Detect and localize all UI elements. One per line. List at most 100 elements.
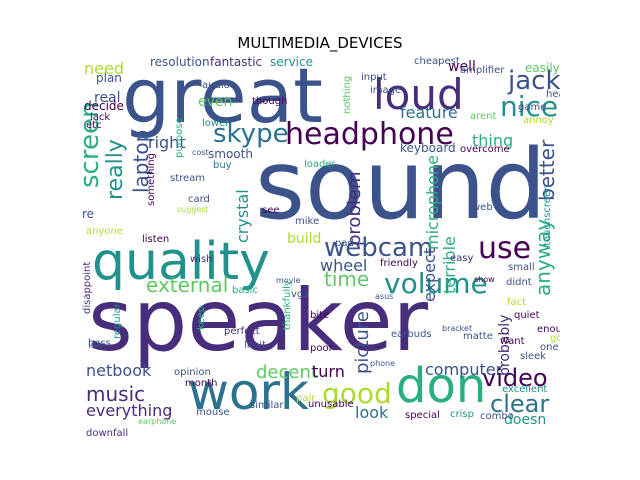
word-good: good: [322, 377, 392, 410]
word-everything: everything: [86, 401, 172, 420]
word-opinion: opinion: [174, 367, 211, 378]
word-disappoint: disappoint: [82, 262, 93, 314]
word-better: better: [535, 139, 559, 201]
word-build: build: [287, 231, 321, 247]
chart-title: MULTIMEDIA_DEVICES: [237, 34, 403, 52]
word-asus: asus: [375, 292, 393, 301]
word-netbook: netbook: [86, 361, 152, 380]
word-buy: buy: [213, 160, 232, 171]
word-right: right: [148, 133, 186, 152]
word-listen: listen: [142, 234, 169, 245]
word-probably: probably: [497, 315, 513, 376]
word-month: month: [185, 378, 217, 389]
word-well: well: [448, 59, 476, 75]
word-head: head: [546, 89, 560, 100]
word-crystal: crystal: [233, 189, 252, 243]
word-friendly: friendly: [380, 258, 418, 269]
word-excellent: excellent: [502, 384, 547, 395]
word-though: though: [252, 96, 287, 107]
word-combo: combo: [480, 411, 514, 422]
word-thing: thing: [472, 131, 513, 150]
word-keep: keep: [196, 306, 207, 330]
word-touchscreen: touchscreen: [542, 185, 553, 246]
word-expect: expect: [420, 248, 439, 302]
word-go: go: [550, 333, 560, 344]
word-thankfully: thankfully: [282, 280, 293, 330]
word-service: service: [270, 56, 313, 69]
word-basic: basic: [232, 285, 258, 296]
word-music: music: [86, 382, 145, 406]
word-volume: volume: [384, 267, 488, 300]
word-headphone: headphone: [285, 117, 454, 152]
word-annoy: annoy: [523, 115, 554, 126]
word-lower: lower: [202, 118, 230, 129]
word-work: work: [188, 363, 309, 421]
word-overcome: overcome: [460, 144, 510, 155]
word-mike: mike: [295, 216, 319, 227]
word-fact: fact: [507, 297, 526, 308]
word-terrible: terrible: [440, 236, 459, 294]
word-re: re: [82, 207, 94, 221]
word-lack: lack: [90, 112, 110, 123]
word-fantastic: fantastic: [210, 56, 262, 69]
word-don: don: [396, 358, 486, 414]
word-special: special: [405, 410, 440, 421]
word-feature: feature: [400, 103, 458, 122]
word-perfect: perfect: [224, 326, 260, 337]
word-speaker: speaker: [88, 271, 429, 371]
word-unusable: unusable: [308, 399, 354, 410]
word-easy: easy: [450, 253, 473, 264]
word-phone: phone: [370, 359, 395, 368]
word-nothing: nothing: [342, 76, 353, 114]
word-doesn: doesn: [504, 412, 546, 428]
word-mouse: mouse: [196, 407, 230, 418]
word-something: something: [146, 153, 157, 206]
word-bracket: bracket: [442, 324, 472, 333]
word-resolution: resolution: [150, 56, 210, 69]
word-sleek: sleek: [520, 351, 546, 362]
word-nice: nice: [500, 90, 558, 123]
word-earbuds: earbuds: [391, 329, 432, 340]
word-plan: plan: [96, 71, 122, 85]
word-stream: stream: [170, 173, 205, 184]
word-limit: limit: [244, 340, 266, 351]
word-pair: pair: [296, 393, 316, 404]
word-regular: regular: [112, 302, 123, 339]
word-use: use: [478, 231, 531, 266]
word-need: need: [84, 59, 124, 78]
word-webcam: webcam: [324, 233, 433, 263]
word-crisp: crisp: [450, 409, 474, 420]
word-time: time: [324, 267, 369, 291]
word-loud: loud: [373, 70, 464, 119]
word-small: small: [508, 262, 535, 273]
word-external: external: [146, 273, 228, 297]
word-pad: pad: [335, 238, 354, 249]
word-amplifier: amplifier: [460, 65, 505, 76]
word-real: real: [94, 90, 121, 106]
word-poor: poor: [310, 343, 334, 354]
word-anyone: anyone: [86, 226, 123, 237]
word-web: web: [472, 202, 493, 213]
word-quiet: quiet: [514, 310, 540, 321]
word-bite: bite: [310, 310, 329, 321]
word-skype: skype: [213, 119, 289, 149]
word-card: card: [188, 194, 210, 205]
word-similar: similar: [250, 400, 284, 411]
word-isn: isn: [88, 340, 102, 351]
word-computer: computer: [425, 360, 503, 379]
word-input: input: [361, 72, 387, 83]
word-earphone: earphone: [138, 417, 176, 426]
word-decide: decide: [84, 99, 124, 113]
word-purpose: purpose: [174, 117, 185, 158]
word-picture: picture: [352, 311, 373, 374]
word-easily: easily: [525, 61, 560, 75]
word-even: even: [198, 94, 232, 110]
word-matte: matte: [463, 331, 493, 342]
word-arent: arent: [470, 111, 497, 122]
word-turn: turn: [312, 362, 345, 381]
word-suggest: suggest: [177, 205, 209, 214]
word-etc: etc: [86, 120, 102, 131]
word-sound: sound: [255, 129, 546, 241]
word-show: show: [474, 275, 495, 284]
